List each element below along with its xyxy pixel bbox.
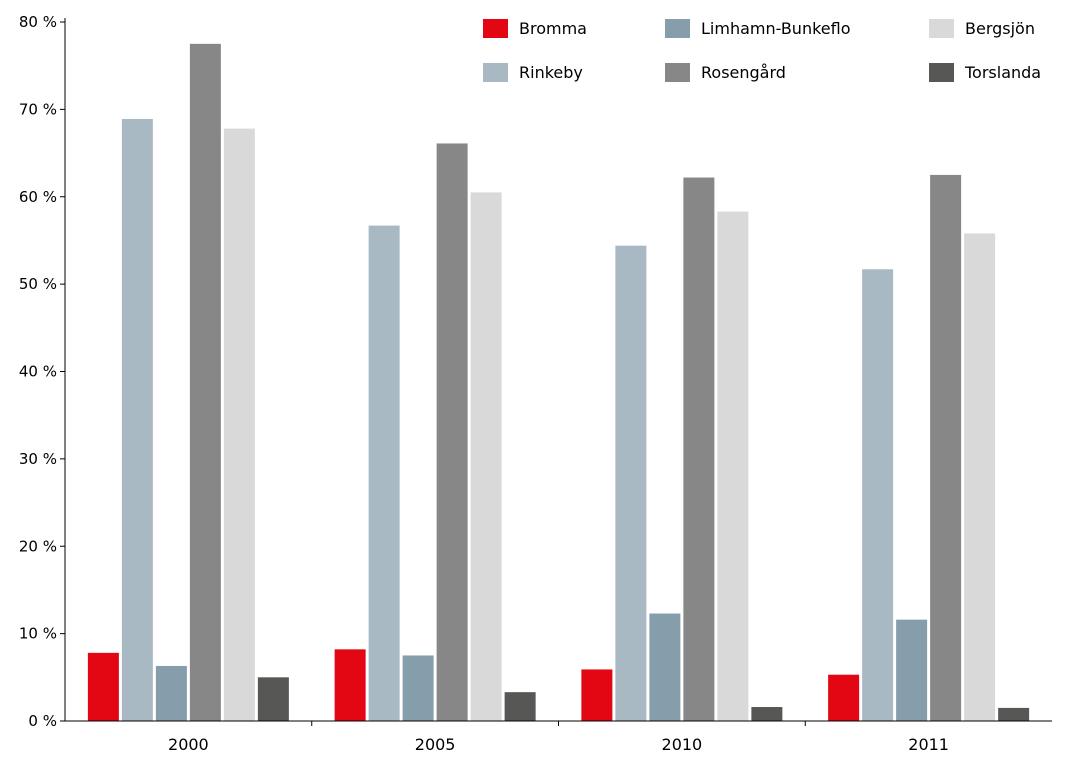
y-tick-label: 20 % (19, 537, 57, 555)
bar-rinkeby-2005 (368, 225, 400, 722)
legend-item-bergsjon: Bergsjön (929, 19, 1035, 38)
bar-rosengard-2005 (436, 143, 468, 722)
legend-label: Torslanda (964, 63, 1041, 82)
legend-item-bromma: Bromma (483, 19, 587, 38)
y-tick-label: 30 % (19, 450, 57, 468)
bar-bergsjon-2005 (470, 192, 502, 722)
x-tick-label: 2011 (908, 735, 949, 754)
legend-label: Limhamn-Bunkeflo (701, 19, 850, 38)
y-tick-label: 80 % (19, 13, 57, 31)
legend-item-limhamn-bunkeflo: Limhamn-Bunkeflo (665, 19, 850, 38)
bar-torslanda-2011 (998, 707, 1030, 721)
y-tick-label: 70 % (19, 100, 57, 118)
bar-bergsjon-2010 (717, 211, 749, 721)
bar-rosengard-2011 (930, 174, 962, 721)
bars-layer (87, 43, 1030, 722)
bar-limhamn-bunkeflo-2010 (649, 613, 681, 721)
legend-item-rosengard: Rosengård (665, 63, 786, 82)
legend-swatch (483, 63, 508, 82)
legend-item-rinkeby: Rinkeby (483, 63, 583, 82)
y-tick-label: 0 % (28, 712, 57, 730)
legend-item-torslanda: Torslanda (929, 63, 1041, 82)
x-axis-ticks: 2000 2005 2010 2011 (168, 721, 949, 754)
bar-rosengard-2000 (189, 43, 221, 721)
bar-bromma-2005 (334, 649, 366, 721)
bar-rinkeby-2011 (862, 269, 894, 721)
y-tick-label: 10 % (19, 625, 57, 643)
legend-swatch (665, 19, 690, 38)
bar-bromma-2010 (581, 669, 613, 721)
bar-torslanda-2005 (504, 692, 536, 721)
y-axis-ticks: 0 % 10 % 20 % 30 % 40 % 50 % 60 % 70 % 80 % (19, 13, 65, 730)
y-tick-label: 40 % (19, 363, 57, 381)
legend-swatch (929, 63, 954, 82)
legend-label: Rinkeby (519, 63, 583, 82)
legend-label: Rosengård (701, 63, 786, 82)
x-tick-label: 2010 (662, 735, 703, 754)
legend: Bromma Limhamn-Bunkeflo Bergsjön Rinkeby Ros… (483, 19, 1041, 82)
bar-limhamn-bunkeflo-2000 (155, 665, 187, 721)
bar-bergsjon-2011 (964, 233, 996, 721)
bar-limhamn-bunkeflo-2005 (402, 655, 434, 721)
legend-swatch (483, 19, 508, 38)
bar-bromma-2011 (828, 674, 860, 721)
bar-rosengard-2010 (683, 177, 715, 722)
y-tick-label: 50 % (19, 275, 57, 293)
bar-bromma-2000 (87, 652, 119, 721)
bar-bergsjon-2000 (223, 128, 255, 721)
legend-label: Bromma (519, 19, 587, 38)
legend-swatch (665, 63, 690, 82)
bar-torslanda-2000 (257, 677, 289, 721)
y-tick-label: 60 % (19, 188, 57, 206)
bar-limhamn-bunkeflo-2011 (896, 619, 928, 721)
legend-swatch (929, 19, 954, 38)
bar-torslanda-2010 (751, 707, 783, 721)
legend-label: Bergsjön (965, 19, 1035, 38)
bar-rinkeby-2000 (121, 118, 153, 721)
bar-rinkeby-2010 (615, 245, 647, 721)
x-tick-label: 2005 (415, 735, 456, 754)
x-tick-label: 2000 (168, 735, 209, 754)
